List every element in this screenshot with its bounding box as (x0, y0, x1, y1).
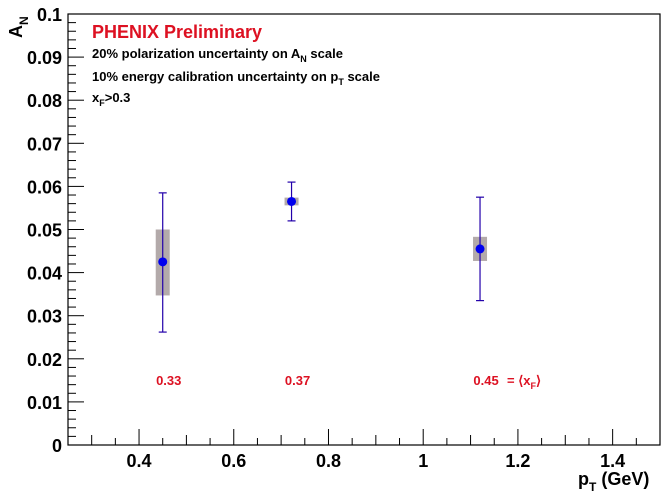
statistical-error-bars (158, 181, 485, 333)
data-point (475, 244, 485, 254)
y-tick-label: 0.1 (37, 5, 62, 25)
x-tick-label: 0.6 (221, 451, 246, 471)
x-tick-label: 1.2 (505, 451, 530, 471)
annotation-xf-cut: xF>0.3 (92, 90, 130, 108)
xf-value-label: 0.45 (473, 373, 498, 388)
y-tick-label: 0.01 (27, 393, 62, 413)
y-tick-label: 0.04 (27, 264, 62, 284)
y-tick-label: 0.05 (27, 221, 62, 241)
data-points (158, 196, 485, 267)
y-axis-label: AN (6, 16, 31, 38)
y-tick-label: 0 (52, 436, 62, 456)
chart-title: PHENIX Preliminary (92, 22, 262, 42)
x-tick-label: 1 (418, 451, 428, 471)
xf-value-label: 0.33 (156, 373, 181, 388)
y-tick-label: 0.03 (27, 307, 62, 327)
xf-value-label: 0.37 (285, 373, 310, 388)
y-tick-label: 0.08 (27, 91, 62, 111)
x-tick-label: 0.8 (316, 451, 341, 471)
x-tick-label: 0.4 (127, 451, 152, 471)
annotation-polarization: 20% polarization uncertainty on AN scale (92, 46, 343, 64)
xf-legend: = ⟨xF⟩ (507, 373, 541, 391)
x-axis-ticks: 0.4 0.6 0.8 1 1.2 1.4 (67, 429, 661, 471)
xf-value-labels: 0.33 0.37 0.45 (156, 373, 499, 388)
data-point (158, 257, 168, 267)
y-tick-label: 0.09 (27, 48, 62, 68)
y-axis-ticks: 0 0.01 0.02 0.03 0.04 0.05 0.06 0.07 0.08 0.09 0.1 (27, 5, 84, 456)
systematic-error-boxes (155, 197, 488, 296)
annotation-energy: 10% energy calibration uncertainty on pT… (92, 69, 380, 87)
data-point (287, 196, 297, 206)
x-tick-label: 1.4 (600, 451, 625, 471)
y-tick-label: 0.06 (27, 177, 62, 197)
x-axis-label: pT (GeV) (578, 469, 649, 494)
y-tick-label: 0.07 (27, 134, 62, 154)
y-tick-label: 0.02 (27, 350, 62, 370)
